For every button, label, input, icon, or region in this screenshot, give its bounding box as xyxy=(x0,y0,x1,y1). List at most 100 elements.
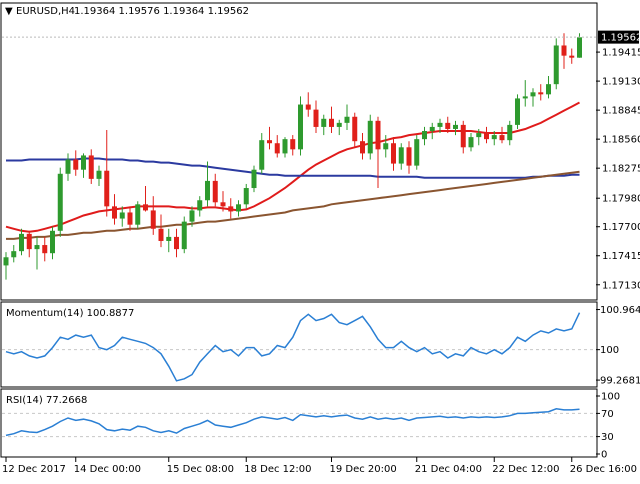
candle-bear xyxy=(569,55,575,58)
candle-bear xyxy=(104,170,110,207)
candle-bear xyxy=(127,212,133,225)
price-tick-label: 1.18560 xyxy=(602,135,640,146)
symbol-label: EURUSD,H4 xyxy=(16,6,75,17)
time-tick-label: 12 Dec 2017 xyxy=(2,464,66,475)
candle-bull xyxy=(236,204,241,212)
sma100-line xyxy=(6,157,580,179)
sma20-line xyxy=(5,101,580,233)
candle-bear xyxy=(88,155,94,179)
ohlc-readout: 1.19364 1.19576 1.19364 1.19562 xyxy=(74,6,249,17)
candle-bull xyxy=(383,143,389,150)
momentum-axis: 100.9648 100 99.2681 xyxy=(596,305,640,387)
candle-bear xyxy=(42,245,48,254)
candle-bull xyxy=(197,200,203,211)
candle-bull xyxy=(321,118,327,127)
candle-bull xyxy=(119,212,125,219)
candle-bull xyxy=(453,124,458,129)
price-tick-label: 1.19130 xyxy=(602,77,640,88)
candle-bear xyxy=(26,233,32,250)
moving-averages xyxy=(5,101,580,240)
price-tick-label: 1.19415 xyxy=(602,48,640,59)
candle-bear xyxy=(73,159,79,170)
time-tick-label: 19 Dec 20:00 xyxy=(330,464,397,475)
price-axis: 1.19415 1.19130 1.18845 1.18560 1.18275 1.179… xyxy=(596,48,640,291)
candle-bull xyxy=(507,124,513,141)
candle-bull xyxy=(205,180,210,201)
momentum-panel-frame xyxy=(0,301,598,388)
current-price-box xyxy=(598,30,639,44)
candle-bear xyxy=(445,122,451,129)
chart-menu-icon[interactable]: ▼ xyxy=(5,6,13,17)
candle-bull xyxy=(34,245,40,250)
candle-bull xyxy=(414,139,420,166)
candle-bull xyxy=(468,137,474,148)
candle-bear xyxy=(538,92,544,95)
candle-bear xyxy=(375,120,381,150)
time-tick-label: 15 Dec 08:00 xyxy=(167,464,234,475)
candle-bear xyxy=(561,45,567,56)
candle-bull xyxy=(282,139,288,154)
momentum-tick-label: 99.2681 xyxy=(600,376,640,387)
candle-bear xyxy=(313,109,319,127)
candle-bull xyxy=(437,122,443,127)
candle-bear xyxy=(484,133,489,140)
candle-bull xyxy=(429,126,435,132)
candle-bear xyxy=(174,236,179,250)
candle-bull xyxy=(530,92,536,97)
candle-bull xyxy=(298,104,303,150)
rsi-tick-label: 0 xyxy=(601,450,607,461)
time-tick-label: 14 Dec 00:00 xyxy=(74,464,141,475)
candle-bear xyxy=(360,141,365,154)
time-axis: 12 Dec 2017 14 Dec 00:00 15 Dec 08:00 18 De… xyxy=(2,457,637,475)
candle-bull xyxy=(50,230,55,254)
price-tick-label: 1.18275 xyxy=(602,164,640,175)
current-price-marker: 1.19562 xyxy=(2,30,640,44)
rsi-grid xyxy=(2,412,596,438)
momentum-series xyxy=(5,312,581,382)
candle-bull xyxy=(476,133,482,138)
candle-bear xyxy=(406,147,412,166)
rsi-panel-frame xyxy=(0,388,598,458)
price-tick-label: 1.17415 xyxy=(602,251,640,262)
candle-bull xyxy=(553,45,559,85)
sma200-line xyxy=(6,170,580,240)
candle-bull xyxy=(398,147,404,164)
candle-bull xyxy=(181,221,187,250)
candle-bear xyxy=(158,228,164,241)
time-tick-label: 22 Dec 12:00 xyxy=(492,464,559,475)
rsi-line xyxy=(5,408,580,437)
candle-bull xyxy=(491,135,497,140)
candle-bull xyxy=(65,159,71,174)
candle-bull xyxy=(259,140,265,170)
candle-bull xyxy=(367,120,373,154)
momentum-tick-label: 100 xyxy=(600,345,619,356)
candle-bull xyxy=(166,236,172,241)
candle-bear xyxy=(460,124,466,148)
candle-bear xyxy=(274,143,280,154)
candle-bear xyxy=(112,206,117,219)
candle-bear xyxy=(499,135,505,141)
candle-bull xyxy=(515,98,520,125)
candle-bull xyxy=(189,210,195,222)
candle-bull xyxy=(522,96,528,99)
candle-bear xyxy=(329,118,334,127)
rsi-title: RSI(14) 77.2668 xyxy=(6,395,87,406)
price-tick-label: 1.17130 xyxy=(602,280,640,291)
candle-bear xyxy=(143,204,148,211)
candle-bull xyxy=(243,188,249,205)
candle-bull xyxy=(344,116,350,123)
candle-bull xyxy=(81,155,86,170)
rsi-tick-label: 100 xyxy=(601,392,620,403)
price-tick-label: 1.17700 xyxy=(602,222,640,233)
candle-bull xyxy=(11,251,17,258)
momentum-tick-label: 100.9648 xyxy=(600,305,640,316)
momentum-title: Momentum(14) 100.8877 xyxy=(6,308,134,319)
candle-bear xyxy=(352,116,358,142)
momentum-line xyxy=(5,312,581,382)
candle-bear xyxy=(290,139,296,150)
candle-bull xyxy=(336,122,342,127)
rsi-series xyxy=(5,408,580,437)
